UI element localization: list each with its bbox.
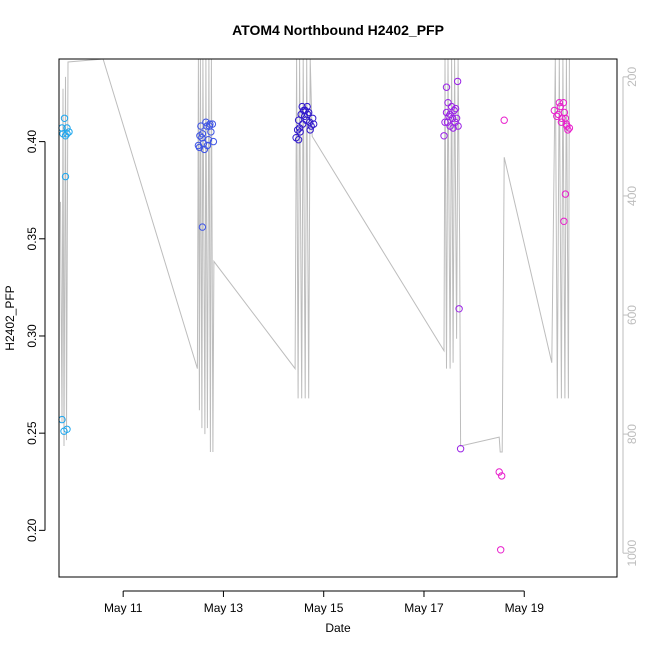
data-point: [63, 124, 71, 132]
data-point: [440, 132, 448, 140]
data-point: [306, 126, 314, 134]
data-point: [196, 132, 204, 140]
data-point: [442, 108, 451, 117]
data-point: [495, 468, 503, 476]
x-tick-label: May 15: [304, 601, 344, 615]
data-point: [307, 122, 315, 130]
data-point: [554, 110, 562, 119]
x-tick-label: May 13: [204, 601, 244, 615]
x-tick-label: May 11: [104, 601, 143, 615]
data-point: [443, 118, 452, 126]
data-point: [195, 143, 204, 152]
data-point: [454, 122, 462, 130]
data-point: [453, 77, 462, 86]
data-point: [452, 114, 461, 123]
y-tick-label: 0.20: [25, 518, 39, 542]
data-point: [456, 445, 465, 453]
data-point: [296, 128, 304, 136]
points-layer: [58, 77, 574, 554]
y-tick-label: 0.25: [25, 421, 39, 445]
y2-tick-label: 800: [625, 424, 639, 444]
data-point: [451, 104, 460, 113]
data-point: [497, 546, 505, 554]
data-point: [209, 137, 218, 146]
data-point: [292, 134, 300, 142]
data-point: [293, 126, 302, 134]
x-axis-label: Date: [325, 621, 351, 635]
data-point: [553, 112, 561, 121]
data-point: [442, 83, 451, 91]
axes-layer: May 11 May 13 May 15 May 17 May 19 0.20 0.25 0.…: [25, 58, 639, 615]
data-point: [304, 110, 312, 119]
data-point: [301, 106, 309, 115]
data-point: [446, 110, 454, 119]
y2-tick-label: 200: [625, 67, 639, 87]
data-point: [447, 102, 456, 111]
plot-border: [58, 58, 618, 578]
data-point: [455, 305, 463, 313]
altitude-layer: [60, 58, 570, 453]
data-point: [63, 425, 71, 433]
x-tick-label: May 19: [505, 601, 545, 615]
data-point: [203, 141, 212, 150]
data-point: [450, 106, 458, 115]
x-tick-label: May 17: [404, 601, 444, 615]
data-point: [559, 99, 568, 107]
altitude-trace-line: [60, 58, 570, 453]
data-point: [198, 130, 207, 138]
y-tick-label: 0.35: [25, 227, 39, 251]
y-tick-label: 0.30: [25, 324, 39, 348]
data-point: [205, 122, 214, 130]
data-point: [63, 130, 71, 138]
chart-title: ATOM4 Northbound H2402_PFP: [232, 22, 444, 38]
data-point: [61, 172, 70, 181]
data-point: [500, 116, 508, 124]
data-point: [562, 120, 571, 128]
y-axis-label: H2402_PFP: [3, 285, 17, 350]
y2-tick-label: 1000: [625, 540, 639, 567]
data-point: [561, 190, 570, 198]
y2-tick-label: 400: [625, 186, 639, 206]
data-point: [560, 217, 568, 226]
data-point: [441, 118, 449, 126]
data-point: [449, 124, 457, 132]
y-tick-label: 0.40: [25, 130, 39, 154]
data-point: [198, 223, 207, 231]
data-point: [299, 120, 307, 128]
data-point: [448, 114, 457, 123]
y2-tick-label: 600: [625, 305, 639, 325]
data-point: [294, 136, 303, 144]
data-point: [65, 128, 73, 136]
data-point: [557, 118, 566, 126]
data-point: [310, 120, 318, 128]
data-point: [498, 472, 506, 480]
data-point: [60, 114, 69, 123]
data-point: [555, 99, 563, 107]
